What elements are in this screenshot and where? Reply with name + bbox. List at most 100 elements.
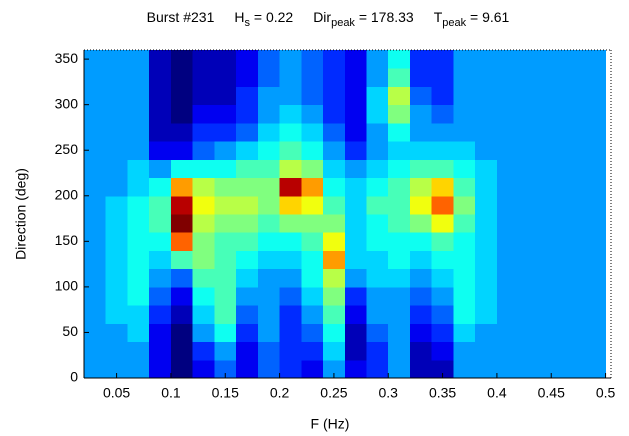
title-part: s (244, 17, 250, 29)
heatmap-cell (583, 177, 607, 197)
heatmap-cell (192, 159, 215, 179)
heatmap-cell (496, 104, 520, 124)
heatmap-cell (366, 323, 389, 343)
heatmap-cell (562, 323, 585, 343)
heatmap-cell (170, 268, 194, 288)
title-part: T (434, 9, 443, 25)
y-tick-label: 350 (55, 50, 79, 66)
title-part: Dir (313, 9, 331, 25)
heatmap-cell (409, 141, 433, 160)
heatmap-cell (496, 341, 520, 361)
heatmap-cell (127, 177, 150, 197)
heatmap-cell (192, 141, 215, 160)
heatmap-cell (84, 50, 107, 69)
heatmap-cell (475, 104, 498, 124)
heatmap-cell (583, 159, 607, 179)
heatmap-cell (453, 104, 476, 124)
heatmap-cell (496, 159, 520, 179)
heatmap-cell (366, 250, 389, 270)
heatmap-cell (105, 177, 128, 197)
heatmap-cell (344, 86, 368, 106)
heatmap-cell (475, 232, 498, 251)
heatmap-cell (257, 50, 281, 69)
heatmap-cell (323, 359, 346, 379)
title-part: peak (442, 17, 466, 29)
heatmap-cell (236, 141, 259, 160)
heatmap-cell (257, 232, 281, 251)
heatmap-cell (257, 177, 281, 197)
heatmap-cell (214, 232, 237, 251)
heatmap-cell (127, 286, 150, 306)
heatmap-cell (214, 104, 237, 124)
heatmap-cell (562, 159, 585, 179)
heatmap-cell (236, 50, 259, 69)
heatmap (84, 50, 607, 379)
title-part: peak (331, 17, 355, 29)
heatmap-cell (344, 286, 368, 306)
heatmap-cell (105, 250, 128, 270)
heatmap-cell (236, 250, 259, 270)
heatmap-cell (496, 305, 520, 324)
heatmap-cell (301, 195, 324, 215)
heatmap-cell (301, 323, 324, 343)
heatmap-cell (127, 250, 150, 270)
heatmap-cell (323, 232, 346, 251)
heatmap-cell (214, 286, 237, 306)
heatmap-cell (431, 159, 454, 179)
heatmap-cell (562, 341, 585, 361)
y-tick-label: 150 (55, 232, 79, 248)
heatmap-cell (192, 232, 215, 251)
heatmap-cell (409, 341, 433, 361)
heatmap-cell (323, 50, 346, 69)
heatmap-cell (562, 195, 585, 215)
heatmap-cell (84, 286, 107, 306)
heatmap-cell (323, 323, 346, 343)
heatmap-cell (344, 195, 368, 215)
heatmap-cell (431, 141, 454, 160)
x-axis-label: F (Hz) (311, 416, 350, 432)
heatmap-cell (431, 359, 454, 379)
heatmap-cell (431, 195, 454, 215)
heatmap-cell (257, 268, 281, 288)
heatmap-cell (149, 286, 172, 306)
heatmap-cell (496, 214, 520, 233)
heatmap-cell (170, 68, 194, 87)
heatmap-cell (149, 122, 172, 142)
heatmap-cell (279, 68, 302, 87)
heatmap-cell (149, 177, 172, 197)
heatmap-cell (170, 305, 194, 324)
heatmap-cell (84, 122, 107, 142)
heatmap-cell (279, 214, 302, 233)
y-tick-label: 100 (55, 278, 79, 294)
heatmap-cell (170, 250, 194, 270)
heatmap-cell (301, 268, 324, 288)
heatmap-cell (453, 214, 476, 233)
heatmap-cell (475, 122, 498, 142)
heatmap-cell (323, 341, 346, 361)
heatmap-cell (366, 68, 389, 87)
heatmap-cell (214, 86, 237, 106)
heatmap-cell (475, 286, 498, 306)
heatmap-cell (279, 359, 302, 379)
heatmap-cell (453, 122, 476, 142)
heatmap-cell (388, 305, 411, 324)
x-tick-label: 0.5 (596, 385, 616, 401)
heatmap-cell (496, 122, 520, 142)
heatmap-cell (366, 214, 389, 233)
heatmap-cell (562, 104, 585, 124)
y-tick-label: 50 (62, 323, 78, 339)
heatmap-cell (214, 159, 237, 179)
heatmap-cell (192, 214, 215, 233)
heatmap-cell (431, 50, 454, 69)
heatmap-cell (583, 250, 607, 270)
heatmap-cell (540, 141, 563, 160)
heatmap-cell (518, 50, 541, 69)
heatmap-cell (431, 341, 454, 361)
heatmap-cell (301, 250, 324, 270)
heatmap-cell (388, 286, 411, 306)
heatmap-cell (475, 214, 498, 233)
heatmap-cell (453, 177, 476, 197)
heatmap-cell (236, 286, 259, 306)
heatmap-cell (366, 141, 389, 160)
heatmap-cell (518, 214, 541, 233)
